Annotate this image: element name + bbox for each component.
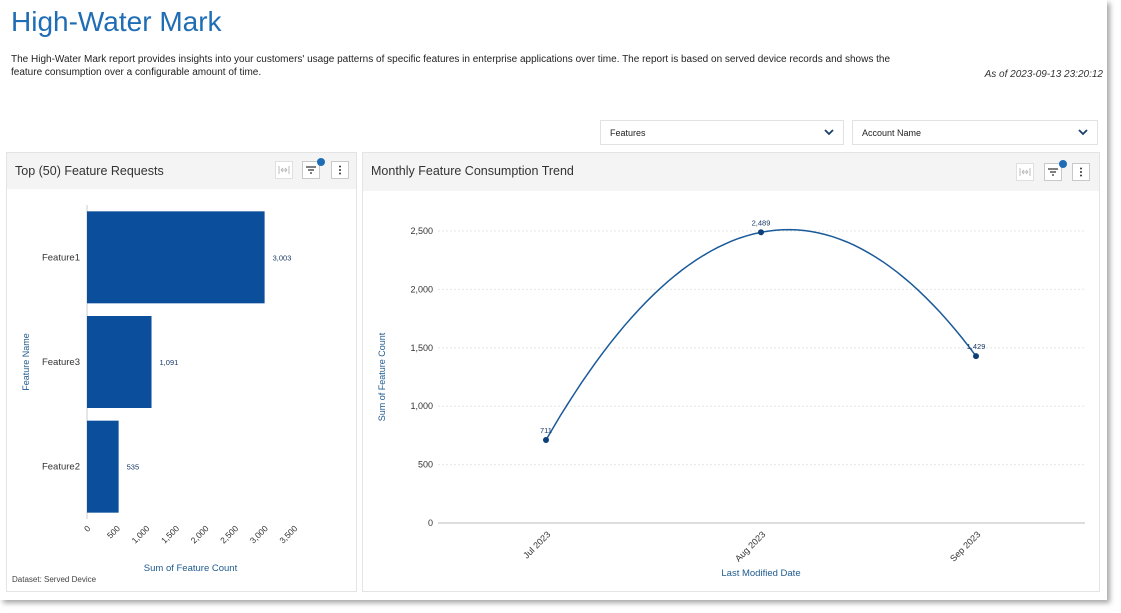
tick-label: 500 [105, 523, 122, 540]
features-dropdown[interactable]: Features [600, 120, 844, 145]
y-axis-title: Feature Name [21, 333, 31, 391]
tick-label: 2,500 [218, 523, 240, 545]
tick-label: 2,500 [410, 226, 433, 236]
tick-label: 1,500 [159, 523, 181, 545]
data-label: 3,003 [273, 253, 292, 262]
account-name-dropdown[interactable]: Account Name [852, 120, 1098, 145]
fit-width-icon [278, 166, 290, 174]
filter-icon [1048, 168, 1058, 176]
chevron-down-icon [1078, 129, 1088, 136]
as-of-timestamp: As of 2023-09-13 23:20:12 [984, 69, 1103, 80]
x-axis-title: Last Modified Date [721, 568, 800, 579]
tick-label: Jul 2023 [521, 529, 552, 560]
filter-active-indicator [1059, 160, 1067, 168]
account-name-dropdown-label: Account Name [862, 127, 922, 138]
tick-label: 0 [82, 523, 93, 534]
page-title: High-Water Mark [11, 6, 222, 37]
tick-label: 2,000 [410, 284, 433, 294]
bar [87, 211, 265, 304]
tick-label: 2,000 [189, 523, 211, 545]
data-label: 535 [127, 463, 140, 472]
tick-label: 3,000 [248, 523, 270, 545]
filter-button[interactable] [302, 161, 320, 179]
data-point [973, 353, 979, 360]
report-frame: High-Water Mark The High-Water Mark repo… [6, 6, 1103, 592]
data-point [758, 229, 764, 236]
monthly-consumption-trend-panel: Monthly Feature Consumption Trend 0 500 1,… [362, 152, 1100, 592]
consumption-trend-line-chart: 0 500 1,000 1,500 2,000 2,500 711 Jul 2023 2,489… [377, 218, 1085, 579]
more-options-button[interactable] [331, 161, 349, 179]
panel-body: 0 500 1,000 1,500 2,000 2,500 711 Jul 2023 2,489… [363, 191, 1099, 591]
fit-width-button[interactable] [275, 161, 293, 179]
tick-label: 500 [418, 460, 433, 470]
tick-label: 1,000 [410, 401, 433, 411]
more-vertical-icon [1080, 167, 1082, 177]
fit-width-icon [1019, 168, 1031, 176]
filter-icon [306, 166, 316, 174]
dataset-label: Dataset: Served Device [12, 575, 97, 584]
panel-body: Feature1 3,003 Feature3 1,091 Feature2 535 0 50… [7, 189, 356, 591]
tick-label: Aug 2023 [733, 529, 767, 563]
fit-width-button[interactable] [1016, 163, 1034, 181]
filter-active-indicator [317, 158, 325, 166]
panel-title: Monthly Feature Consumption Trend [371, 164, 574, 178]
data-label: 711 [540, 426, 552, 435]
features-dropdown-label: Features [610, 127, 646, 138]
category-label: Feature1 [42, 252, 80, 263]
bar [87, 420, 119, 513]
page-description: The High-Water Mark report provides insi… [11, 54, 890, 78]
filter-button[interactable] [1044, 163, 1062, 181]
more-vertical-icon [339, 165, 341, 175]
category-label: Feature3 [42, 357, 80, 368]
chevron-down-icon [824, 129, 834, 136]
y-axis-title: Sum of Feature Count [377, 332, 387, 421]
x-axis-title: Sum of Feature Count [144, 563, 238, 574]
more-options-button[interactable] [1072, 163, 1090, 181]
tick-label: 1,000 [129, 523, 151, 545]
panel-title: Top (50) Feature Requests [15, 164, 164, 178]
tick-label: 3,500 [277, 523, 299, 545]
data-label: 1,429 [967, 342, 986, 351]
data-label: 2,489 [752, 218, 771, 227]
bar [87, 316, 152, 408]
category-label: Feature2 [42, 462, 80, 473]
series-line [545, 228, 977, 441]
top-feature-requests-panel: Top (50) Feature Requests Feature1 3,003 F… [6, 152, 357, 592]
data-label: 1,091 [160, 358, 179, 367]
feature-requests-bar-chart: Feature1 3,003 Feature3 1,091 Feature2 535 0 50… [21, 205, 300, 574]
tick-label: Sep 2023 [948, 529, 982, 563]
tick-label: 1,500 [410, 343, 433, 353]
data-point [543, 436, 549, 443]
tick-label: 0 [428, 518, 433, 528]
